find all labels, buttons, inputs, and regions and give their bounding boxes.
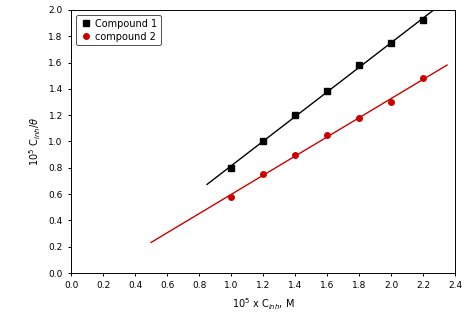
Y-axis label: 10$^5$ C$_{inh}$/$\theta$: 10$^5$ C$_{inh}$/$\theta$ — [27, 117, 43, 166]
Compound 1 — [420, 18, 426, 22]
compound 2 — [388, 100, 394, 104]
compound 2 — [324, 133, 330, 137]
Line: compound 2: compound 2 — [228, 76, 426, 199]
Compound 1 — [292, 113, 298, 117]
X-axis label: 10$^5$ x C$_{inh}$, M: 10$^5$ x C$_{inh}$, M — [232, 296, 294, 312]
Compound 1 — [260, 139, 266, 143]
Legend: Compound 1, compound 2: Compound 1, compound 2 — [76, 15, 162, 45]
Compound 1 — [228, 166, 234, 170]
Compound 1 — [356, 63, 362, 67]
compound 2 — [292, 153, 298, 157]
Line: Compound 1: Compound 1 — [228, 18, 426, 170]
compound 2 — [420, 76, 426, 80]
compound 2 — [228, 195, 234, 199]
compound 2 — [356, 116, 362, 120]
compound 2 — [260, 172, 266, 176]
Compound 1 — [324, 89, 330, 93]
Compound 1 — [388, 41, 394, 45]
